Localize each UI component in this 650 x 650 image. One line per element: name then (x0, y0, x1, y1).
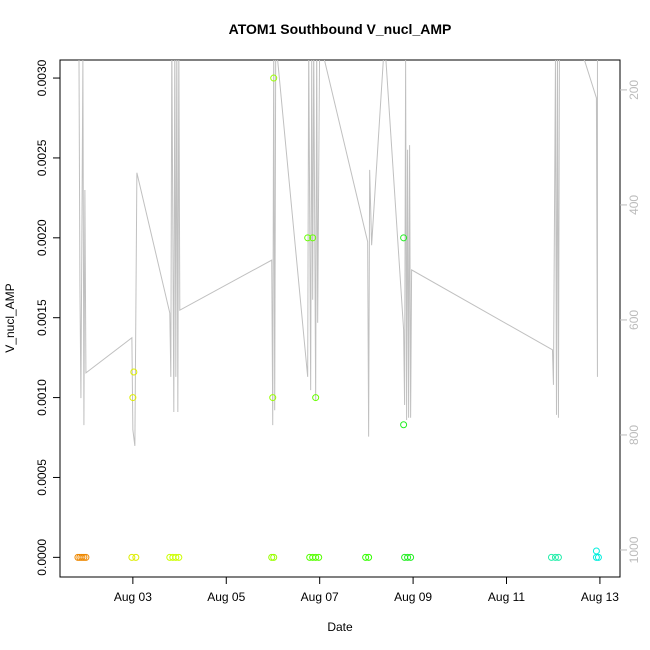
data-point (175, 553, 183, 561)
y-tick-label: 0.0020 (35, 219, 49, 256)
x-tick-label: Aug 13 (581, 590, 619, 604)
data-point (78, 553, 86, 561)
x-tick-label: Aug 05 (207, 590, 245, 604)
y2-tick-label: 1000 (627, 536, 641, 563)
data-point (309, 234, 317, 242)
data-point (129, 394, 137, 402)
y2-tick-label: 800 (627, 425, 641, 445)
data-point (132, 553, 140, 561)
y-tick-label: 0.0000 (35, 539, 49, 576)
data-point (400, 421, 408, 429)
data-point (130, 368, 138, 376)
y-tick-label: 0.0010 (35, 379, 49, 416)
data-point (315, 553, 323, 561)
data-point (172, 553, 180, 561)
y-tick-label: 0.0025 (35, 139, 49, 176)
x-axis-label: Date (327, 620, 353, 634)
plot-frame (59, 59, 621, 578)
y2-tick-label: 400 (627, 195, 641, 215)
line-layer (78, 60, 598, 446)
data-point (407, 553, 415, 561)
data-point (82, 553, 90, 561)
data-point (400, 234, 408, 242)
data-point (80, 553, 88, 561)
y-tick-label: 0.0030 (35, 59, 49, 96)
data-point (362, 553, 370, 561)
data-point (268, 553, 276, 561)
data-point (312, 553, 320, 561)
data-point (592, 553, 600, 561)
data-point (312, 394, 320, 402)
data-point (128, 553, 136, 561)
y2-tick-label: 600 (627, 310, 641, 330)
data-point (551, 553, 559, 561)
data-point (270, 74, 278, 82)
data-point (304, 234, 312, 242)
data-point (404, 553, 412, 561)
y-axis-label: V_nucl_AMP (3, 283, 17, 352)
y-tick-label: 0.0015 (35, 299, 49, 336)
x-tick-label: Aug 07 (301, 590, 339, 604)
depth-line (78, 60, 598, 446)
x-tick-label: Aug 11 (488, 590, 525, 604)
data-point (365, 553, 373, 561)
data-point (592, 547, 600, 555)
data-point (594, 553, 602, 561)
y2-tick-label: 200 (627, 80, 641, 100)
data-point (554, 553, 562, 561)
chart-title: ATOM1 Southbound V_nucl_AMP (229, 21, 452, 37)
data-point (270, 553, 278, 561)
data-point (547, 553, 555, 561)
point-layer (74, 74, 602, 561)
x-tick-label: Aug 03 (114, 590, 152, 604)
data-point (269, 394, 277, 402)
y-tick-label: 0.0005 (35, 459, 49, 496)
x-tick-label: Aug 09 (394, 590, 432, 604)
